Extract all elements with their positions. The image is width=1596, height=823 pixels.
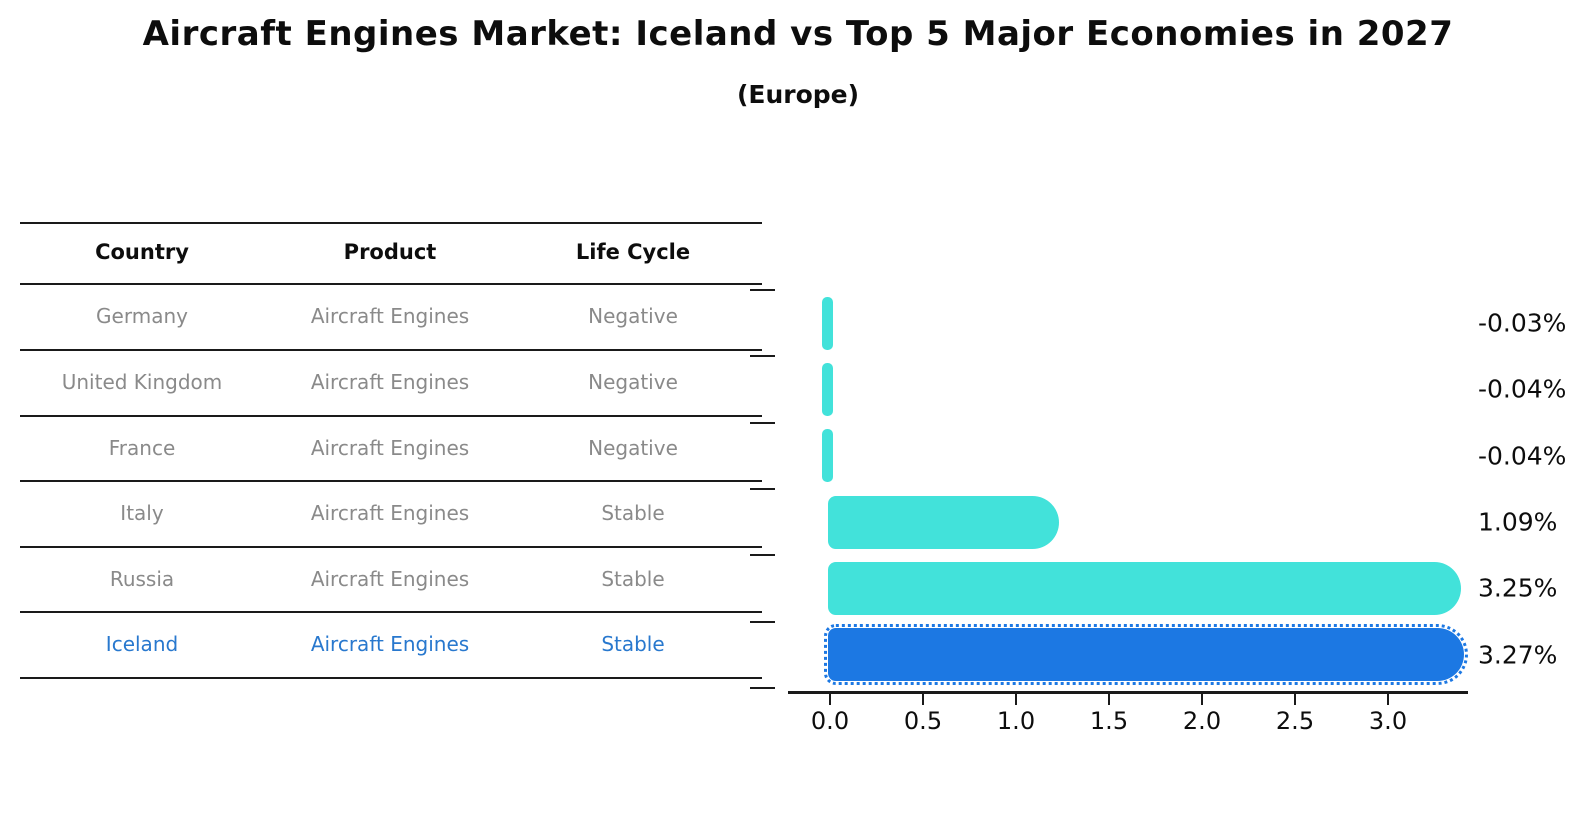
table-header-rule	[20, 283, 762, 285]
table-row-rule	[20, 611, 762, 613]
table-row-rule	[20, 546, 762, 548]
x-axis-tick	[1015, 694, 1017, 705]
bar-germany	[822, 296, 833, 350]
bar-value-label: -0.03%	[1478, 308, 1567, 338]
bar-value-label: -0.04%	[1478, 441, 1567, 471]
bar-value-label: 3.25%	[1478, 573, 1558, 603]
y-axis-tick	[750, 289, 775, 291]
table-cell-life_cycle: Stable	[601, 632, 665, 656]
y-axis-tick	[750, 554, 775, 557]
table-cell-product: Aircraft Engines	[310, 566, 470, 591]
table-cell-country: Germany	[96, 304, 188, 328]
table-row-rule	[20, 415, 762, 417]
table-cell-country: Iceland	[105, 632, 179, 656]
x-axis-line	[788, 691, 1468, 694]
x-axis-tick-label: 2.5	[1275, 707, 1315, 735]
x-axis-tick-label: 0.0	[810, 707, 850, 735]
y-axis-tick	[750, 421, 775, 424]
bar-highlighted-iceland	[823, 624, 1469, 686]
bar-united-kingdom	[822, 362, 833, 416]
table-cell-country: Russia	[109, 566, 175, 591]
table-row-rule	[20, 480, 762, 482]
y-axis-tick	[750, 487, 775, 490]
bar-value-label: 1.09%	[1478, 507, 1558, 537]
table-cell-life_cycle: Negative	[588, 435, 678, 460]
table-header-product: Product	[343, 240, 437, 264]
x-axis-tick	[1387, 694, 1389, 705]
x-axis-tick-label: 0.5	[903, 707, 943, 735]
table-cell-life_cycle: Negative	[588, 304, 678, 328]
bar-italy	[828, 495, 1059, 549]
x-axis-tick	[922, 694, 924, 705]
table-row-rule	[20, 677, 762, 679]
table-cell-product: Aircraft Engines	[310, 304, 470, 328]
table-header-country: Country	[95, 240, 189, 264]
x-axis-tick-label: 2.0	[1182, 707, 1222, 735]
y-axis-tick	[750, 355, 775, 358]
x-axis-tick	[1294, 694, 1296, 705]
table-cell-country: France	[108, 435, 176, 460]
y-axis-tick	[750, 620, 775, 623]
table-cell-country: United Kingdom	[61, 370, 223, 394]
table-cell-product: Aircraft Engines	[310, 370, 470, 394]
y-axis-tick	[750, 686, 775, 689]
table-cell-life_cycle: Stable	[601, 566, 665, 591]
x-axis-tick	[829, 694, 831, 705]
chart-subtitle: (Europe)	[736, 80, 860, 109]
bar-value-label: 3.27%	[1478, 640, 1558, 670]
table-cell-product: Aircraft Engines	[310, 632, 470, 656]
bar-russia	[828, 561, 1461, 615]
x-axis-tick	[1108, 694, 1110, 705]
table-header-life_cycle: Life Cycle	[575, 240, 691, 264]
table-cell-country: Italy	[120, 501, 164, 525]
table-cell-product: Aircraft Engines	[310, 435, 470, 460]
x-axis-tick-label: 1.0	[996, 707, 1036, 735]
table-cell-life_cycle: Stable	[601, 501, 665, 525]
x-axis-tick	[1201, 694, 1203, 705]
bar-france	[822, 429, 833, 483]
x-axis-tick-label: 3.0	[1368, 707, 1408, 735]
table-top-rule	[20, 222, 762, 224]
bar-value-label: -0.04%	[1478, 374, 1567, 404]
table-cell-product: Aircraft Engines	[310, 501, 470, 525]
table-cell-life_cycle: Negative	[588, 370, 678, 394]
x-axis-tick-label: 1.5	[1089, 707, 1129, 735]
table-row-rule	[20, 349, 762, 351]
chart-title: Aircraft Engines Market: Iceland vs Top …	[142, 14, 1454, 54]
